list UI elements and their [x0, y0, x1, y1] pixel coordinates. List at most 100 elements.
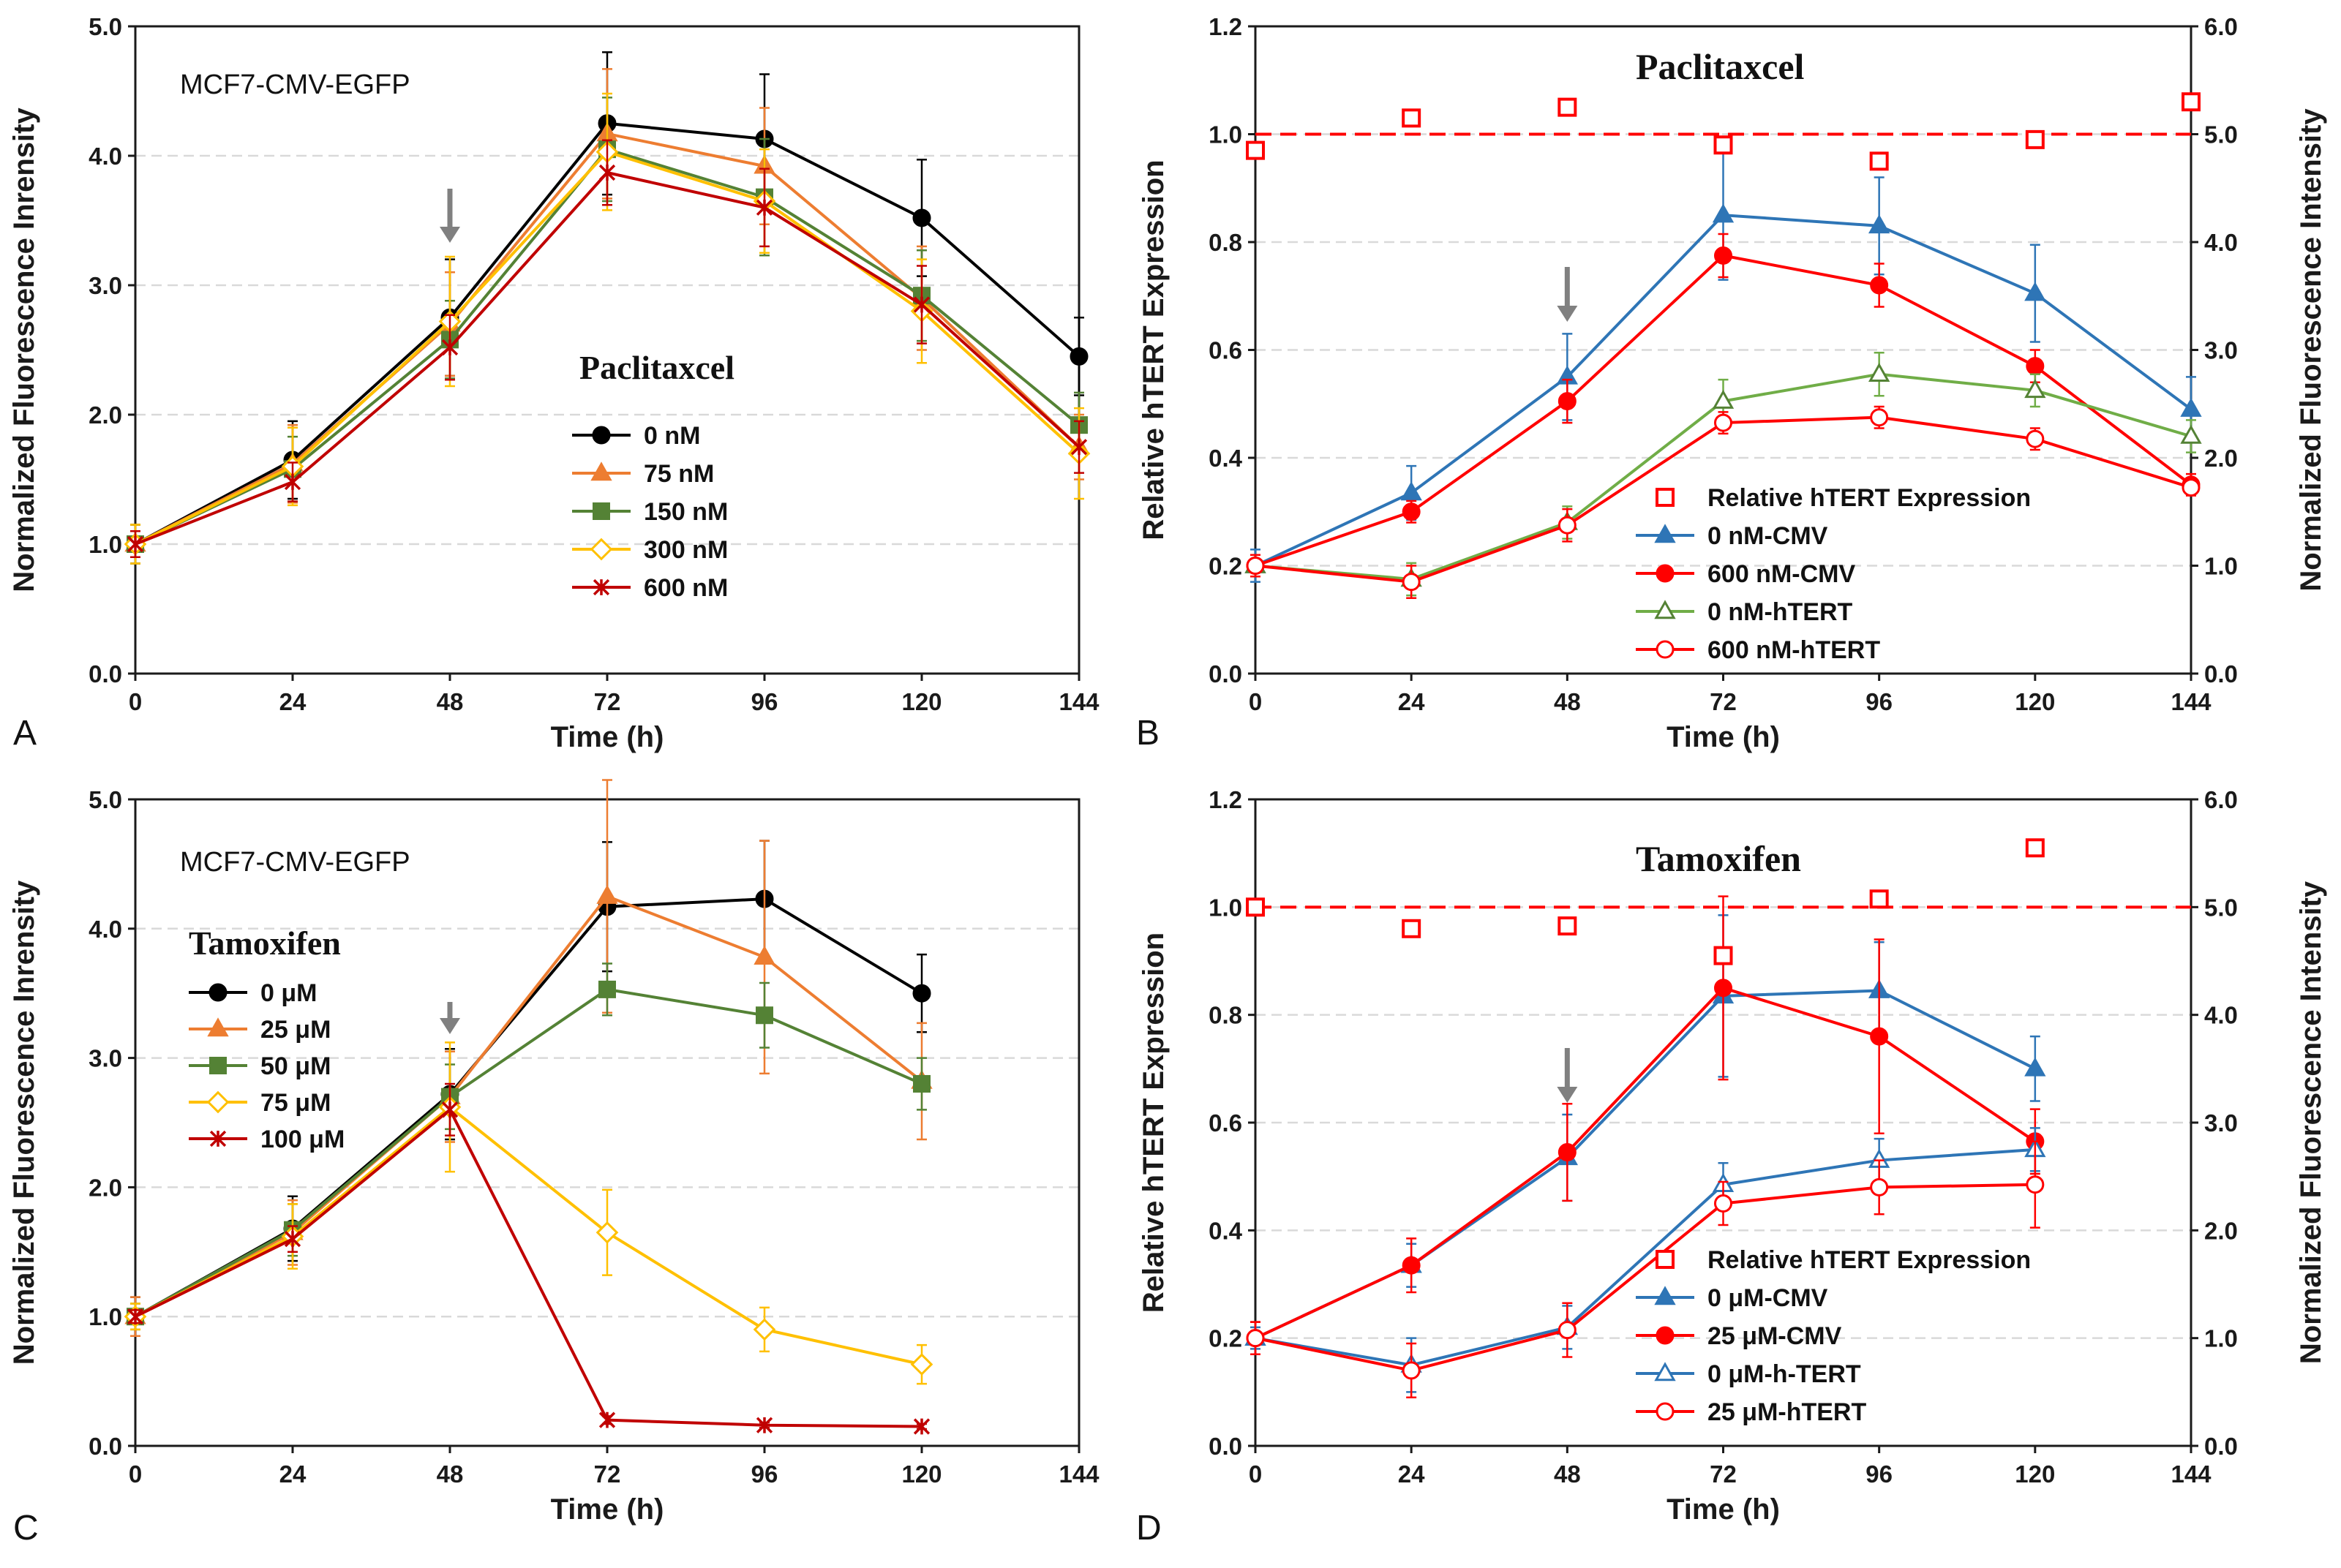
legend-marker	[590, 461, 612, 481]
legend-marker	[207, 1017, 229, 1037]
panel-letter-d: D	[1136, 1509, 1162, 1548]
y2-axis-label: Normalized Fluorescence Intensity	[2295, 881, 2327, 1364]
data-point	[127, 535, 144, 553]
x-axis-label: Time (h)	[551, 1493, 664, 1526]
legend-title: Paclitaxcel	[579, 349, 734, 386]
data-point	[910, 1353, 933, 1376]
x-tick-label: 120	[901, 688, 942, 715]
data-point	[1070, 439, 1088, 456]
panel-letter-c: C	[13, 1509, 39, 1548]
legend-label: 0 nM-CMV	[1707, 522, 1828, 550]
series-600-nm-htert	[1246, 405, 2201, 599]
x-tick-label: 0	[1249, 688, 1262, 715]
relative-expression-point	[1713, 946, 1733, 965]
panel-title: MCF7-CMV-EGFP	[180, 847, 410, 878]
legend-marker	[208, 983, 228, 1002]
legend-label: 25 μM-hTERT	[1707, 1398, 1866, 1426]
data-point	[913, 1074, 931, 1093]
data-point	[1870, 1177, 1889, 1196]
y2-tick-label: 4.0	[2204, 1002, 2238, 1029]
y2-tick-label: 6.0	[2204, 786, 2238, 813]
data-point	[1246, 1329, 1265, 1348]
legend: Tamoxifen 0 μM 25 μM 50 μM 75 μM 100 μM	[189, 924, 345, 1153]
legend: Relative hTERT Expression 0 μM-CMV 25 μM-C…	[1636, 1246, 2031, 1426]
legend-label: 300 nM	[644, 536, 728, 564]
data-point	[1557, 1321, 1577, 1340]
relative-expression-point	[1246, 140, 1265, 160]
series-25-μm-htert	[1246, 1140, 2045, 1398]
legend-label: 0 μM-h-TERT	[1707, 1360, 1861, 1388]
y-tick-label: 0.4	[1209, 1217, 1243, 1244]
arrow-head	[440, 1018, 460, 1034]
legend-marker	[209, 1057, 227, 1074]
data-point	[2026, 1175, 2045, 1194]
y2-tick-label: 2.0	[2204, 445, 2238, 472]
y-tick-label: 0.8	[1209, 229, 1242, 256]
legend-marker	[1656, 1250, 1675, 1269]
legend-label: 600 nM	[644, 574, 728, 602]
x-tick-label: 72	[1710, 688, 1737, 715]
data-point	[2026, 357, 2045, 376]
x-tick-label: 48	[1554, 688, 1581, 715]
data-point	[2182, 478, 2201, 497]
y-axis-label: Normalized Fluorescence Inrensity	[8, 880, 40, 1365]
x-tick-label: 144	[2171, 688, 2212, 715]
legend-label: 100 μM	[260, 1126, 345, 1153]
x-tick-label: 144	[2171, 1460, 2212, 1488]
y-tick-label: 1.0	[89, 531, 122, 558]
data-point	[2180, 424, 2202, 444]
data-point	[1557, 516, 1577, 535]
y2-tick-label: 0.0	[2204, 1433, 2238, 1460]
data-point	[2180, 397, 2202, 417]
legend-marker	[1656, 488, 1675, 507]
x-tick-label: 96	[751, 688, 778, 715]
legend-marker	[1656, 1326, 1675, 1345]
x-tick-label: 48	[437, 1460, 464, 1488]
panel-a: 0 24 48 72 96 120 144 0.0 1.0 2.0 3.0 4.0 5.0 Time (h…	[8, 13, 1100, 753]
data-point	[284, 473, 301, 491]
y-tick-label: 3.0	[89, 272, 122, 299]
y2-tick-label: 0.0	[2204, 660, 2238, 687]
legend-label: 0 μM	[260, 979, 317, 1007]
legend-marker	[1656, 564, 1675, 583]
x-tick-label: 120	[2015, 1460, 2055, 1488]
y2-axis-label: Normalized Fluorescence Intensity	[2295, 108, 2327, 592]
x-tick-label: 0	[1249, 1460, 1262, 1488]
y2-tick-label: 4.0	[2204, 229, 2238, 256]
relative-expression-point	[1869, 151, 1889, 171]
relative-expression-point	[1402, 108, 1421, 128]
legend-marker	[1654, 1286, 1676, 1305]
data-point	[441, 1101, 459, 1118]
data-point	[756, 199, 773, 216]
data-point	[284, 1230, 301, 1248]
data-point	[1714, 1194, 1732, 1213]
data-point	[913, 296, 931, 313]
y-tick-label: 2.0	[89, 1174, 122, 1201]
panel-c: 0 24 48 72 96 120 144 0.0 1.0 2.0 3.0 4.0 5.0 Time (h…	[8, 779, 1100, 1548]
series-line	[1255, 1147, 2035, 1367]
data-point	[1868, 214, 1890, 234]
relative-expression-point	[1713, 135, 1733, 155]
data-point	[753, 1318, 776, 1341]
x-tick-label: 24	[279, 1460, 307, 1488]
x-axis-label: Time (h)	[551, 721, 664, 753]
x-tick-label: 96	[1865, 1460, 1893, 1488]
relative-expression-point	[2182, 92, 2201, 112]
x-tick-label: 24	[1398, 688, 1425, 715]
data-point	[2026, 429, 2045, 448]
series-75-μm	[124, 1041, 933, 1385]
panel-d: 0 24 48 72 96 120 1440.00.20.40.60.81.01.20.01…	[1136, 786, 2327, 1548]
data-point	[1712, 203, 1735, 223]
legend-marker	[593, 502, 610, 520]
legend-marker	[1656, 640, 1675, 659]
y-axis-label: Relative hTERT Expression	[1138, 932, 1170, 1313]
panel-letter-b: B	[1136, 714, 1160, 753]
y-tick-label: 0.0	[89, 660, 122, 687]
y-tick-label: 0.6	[1209, 337, 1242, 364]
data-point	[1246, 557, 1265, 575]
relative-expression-point	[1557, 916, 1577, 936]
series-50-μm	[127, 962, 931, 1331]
legend-label: 0 μM-CMV	[1707, 1284, 1828, 1312]
panel-title: MCF7-CMV-EGFP	[180, 69, 410, 100]
